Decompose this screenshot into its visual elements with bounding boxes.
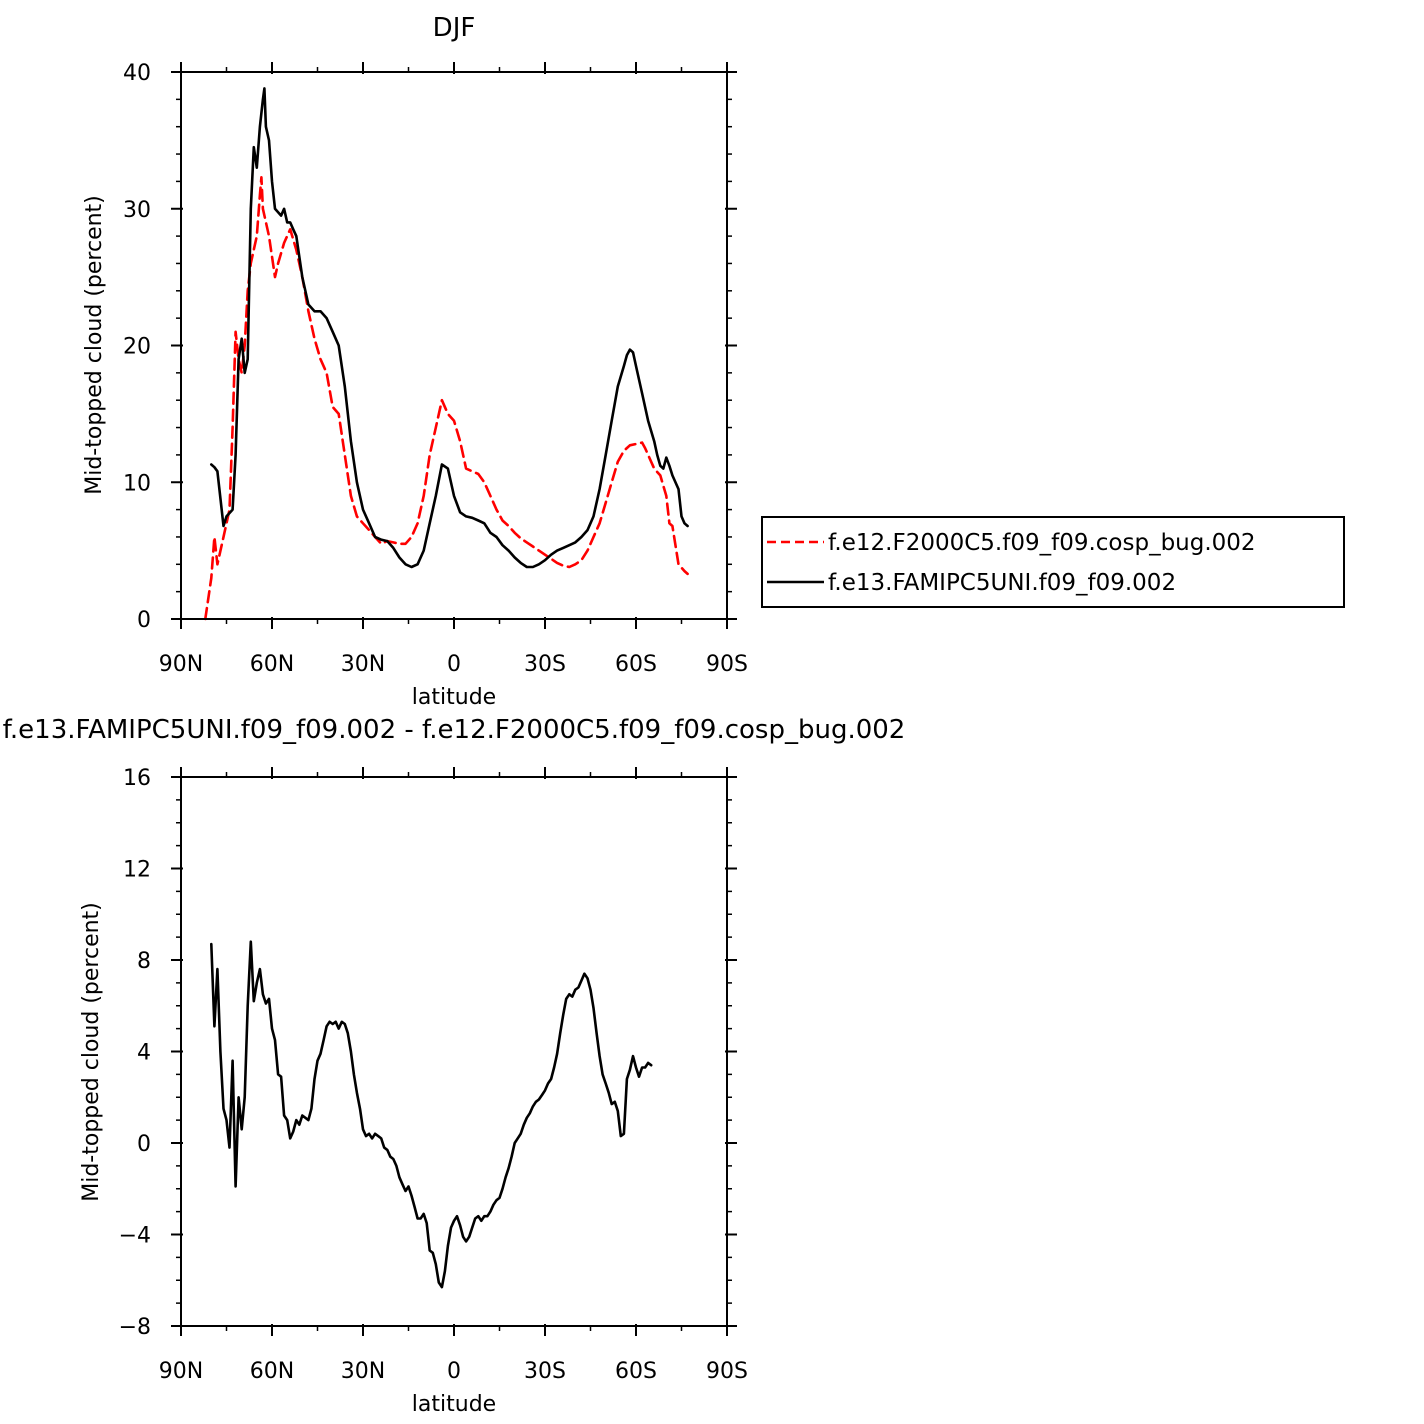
y-tick-label: 30 (123, 198, 151, 223)
x-tick-label: 90N (159, 1359, 203, 1384)
bottom-series (210, 940, 653, 1289)
x-tick-label: 30N (341, 652, 385, 677)
legend-box (761, 516, 1345, 608)
series-line-1 (204, 176, 689, 621)
y-tick-label: −8 (119, 1315, 151, 1340)
x-tick-label: 0 (447, 652, 461, 677)
top-y-axis-label: Mid-topped cloud (percent) (82, 195, 107, 495)
legend-label-series-1: f.e12.F2000C5.f09_f09.cosp_bug.002 (828, 530, 1256, 556)
top-panel: DJF 0 10 20 30 40 90N 60N 30N 0 30S 60S 90S latitu… (82, 13, 1345, 710)
y-tick-label: 8 (137, 949, 151, 974)
bottom-x-tick-labels: 90N 60N 30N 0 30S 60S 90S (159, 1359, 748, 1384)
top-plot-frame (180, 71, 728, 620)
bottom-ticks (171, 767, 737, 1336)
bottom-plot-frame (180, 776, 728, 1327)
y-tick-label: 40 (123, 61, 151, 86)
x-tick-label: 30N (341, 1359, 385, 1384)
x-tick-label: 60N (250, 1359, 294, 1384)
legend-label-series-2: f.e13.FAMIPC5UNI.f09_f09.002 (828, 570, 1176, 596)
y-tick-label: 0 (137, 608, 151, 633)
top-series (204, 87, 689, 621)
x-tick-label: 90S (706, 652, 748, 677)
top-x-tick-labels: 90N 60N 30N 0 30S 60S 90S (159, 652, 748, 677)
top-y-tick-labels: 0 10 20 30 40 (123, 61, 151, 633)
x-tick-label: 0 (447, 1359, 461, 1384)
y-tick-label: 4 (137, 1041, 151, 1066)
top-ticks (171, 62, 737, 629)
y-tick-label: −4 (119, 1224, 151, 1249)
series-line-1 (210, 940, 653, 1289)
top-x-axis-label: latitude (412, 685, 496, 710)
y-tick-label: 20 (123, 335, 151, 360)
x-tick-label: 60S (615, 1359, 657, 1384)
x-tick-label: 90S (706, 1359, 748, 1384)
legend: f.e12.F2000C5.f09_f09.cosp_bug.002 f.e13… (761, 516, 1345, 608)
x-tick-label: 60N (250, 652, 294, 677)
top-chart-title: DJF (433, 13, 476, 43)
x-tick-label: 30S (524, 1359, 566, 1384)
bottom-x-axis-label: latitude (412, 1392, 496, 1417)
x-tick-label: 30S (524, 652, 566, 677)
x-tick-label: 90N (159, 652, 203, 677)
y-tick-label: 0 (137, 1132, 151, 1157)
bottom-panel: f.e13.FAMIPC5UNI.f09_f09.002 - f.e12.F20… (3, 715, 906, 1417)
y-tick-label: 16 (123, 766, 151, 791)
series-line-2 (210, 87, 689, 569)
x-tick-label: 60S (615, 652, 657, 677)
bottom-y-tick-labels: −8 −4 0 4 8 12 16 (119, 766, 151, 1340)
y-tick-label: 10 (123, 471, 151, 496)
bottom-chart-title: f.e13.FAMIPC5UNI.f09_f09.002 - f.e12.F20… (3, 715, 906, 745)
bottom-y-axis-label: Mid-topped cloud (percent) (79, 902, 104, 1202)
y-tick-label: 12 (123, 858, 151, 883)
